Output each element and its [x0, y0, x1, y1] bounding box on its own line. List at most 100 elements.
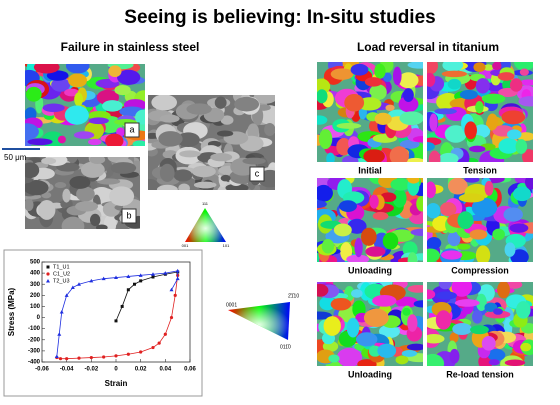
- grain: [399, 111, 423, 126]
- grain: [427, 62, 439, 75]
- grain: [360, 227, 377, 246]
- grain: [472, 310, 483, 324]
- grain: [242, 157, 266, 165]
- point: [151, 345, 155, 350]
- grain: [427, 181, 436, 199]
- grain: [429, 113, 438, 132]
- grain: [458, 193, 485, 203]
- grain: [103, 214, 117, 229]
- grain: [520, 342, 532, 352]
- point: [102, 355, 106, 359]
- grains: [317, 178, 423, 262]
- point: [57, 332, 62, 336]
- grain: [492, 228, 505, 241]
- grain: [395, 296, 419, 308]
- grain: [427, 72, 436, 87]
- grain: [80, 161, 105, 178]
- grain: [401, 349, 418, 357]
- point: [77, 282, 81, 286]
- grain: [475, 101, 484, 114]
- x-tick-label: 0.04: [159, 367, 171, 373]
- grain: [464, 178, 480, 183]
- micrograph: [25, 64, 145, 146]
- y-tick-label: 500: [30, 260, 41, 266]
- grain: [515, 139, 528, 154]
- grain: [321, 238, 335, 254]
- grain: [509, 223, 529, 233]
- grain: [475, 78, 490, 94]
- point: [163, 332, 167, 336]
- grain: [346, 254, 370, 262]
- grain: [179, 150, 201, 158]
- grain: [364, 77, 383, 87]
- grain: [363, 308, 389, 327]
- grain: [438, 152, 459, 162]
- grain: [51, 78, 71, 92]
- grain: [481, 336, 496, 351]
- point: [175, 268, 180, 273]
- grain: [427, 289, 436, 300]
- grain: [89, 157, 106, 164]
- grain: [210, 153, 233, 162]
- x-tick-label: 0.02: [135, 367, 147, 373]
- point: [64, 293, 69, 297]
- grain: [389, 146, 409, 162]
- grain: [317, 115, 328, 125]
- grain: [457, 243, 471, 250]
- point: [101, 276, 106, 281]
- grain: [330, 68, 354, 80]
- grain: [114, 84, 131, 96]
- legend-marker: [46, 265, 50, 269]
- grain: [395, 355, 409, 365]
- point: [175, 276, 180, 281]
- grain: [438, 282, 452, 290]
- grain: [234, 96, 260, 112]
- grain: [68, 73, 87, 88]
- grains: [317, 62, 423, 162]
- key-label: 001: [182, 243, 189, 248]
- grain: [156, 184, 178, 190]
- grain: [247, 123, 259, 140]
- grains: [148, 95, 275, 190]
- grain: [439, 202, 457, 217]
- grain: [372, 211, 389, 221]
- point: [114, 275, 118, 280]
- caption: Unloading: [348, 265, 392, 275]
- grain: [407, 178, 420, 184]
- grain: [504, 359, 526, 366]
- grain: [41, 157, 57, 165]
- point: [59, 310, 64, 314]
- grain: [447, 178, 468, 195]
- grain: [25, 162, 40, 179]
- grain: [459, 89, 478, 100]
- point: [114, 319, 118, 323]
- grain: [402, 307, 411, 316]
- point: [163, 271, 168, 275]
- x-tick-label: 0: [114, 367, 118, 373]
- point: [126, 352, 130, 356]
- grain: [382, 232, 399, 250]
- grain: [378, 324, 400, 339]
- grain: [88, 138, 102, 146]
- grain: [65, 64, 90, 74]
- grain: [25, 86, 42, 102]
- grains: [427, 178, 533, 262]
- grain: [96, 178, 121, 185]
- grain: [498, 138, 519, 154]
- grain: [225, 183, 249, 190]
- grains: [427, 62, 533, 162]
- grain: [330, 297, 352, 311]
- grain: [346, 317, 360, 338]
- point: [138, 273, 143, 277]
- grain: [191, 165, 216, 178]
- color-key: [228, 302, 290, 340]
- grain: [319, 296, 336, 311]
- grain: [398, 72, 419, 89]
- grain: [159, 163, 175, 182]
- point: [54, 354, 59, 358]
- grain: [75, 201, 99, 212]
- grain: [317, 283, 329, 297]
- grain: [369, 194, 379, 209]
- grain: [46, 70, 69, 81]
- grain: [76, 186, 95, 202]
